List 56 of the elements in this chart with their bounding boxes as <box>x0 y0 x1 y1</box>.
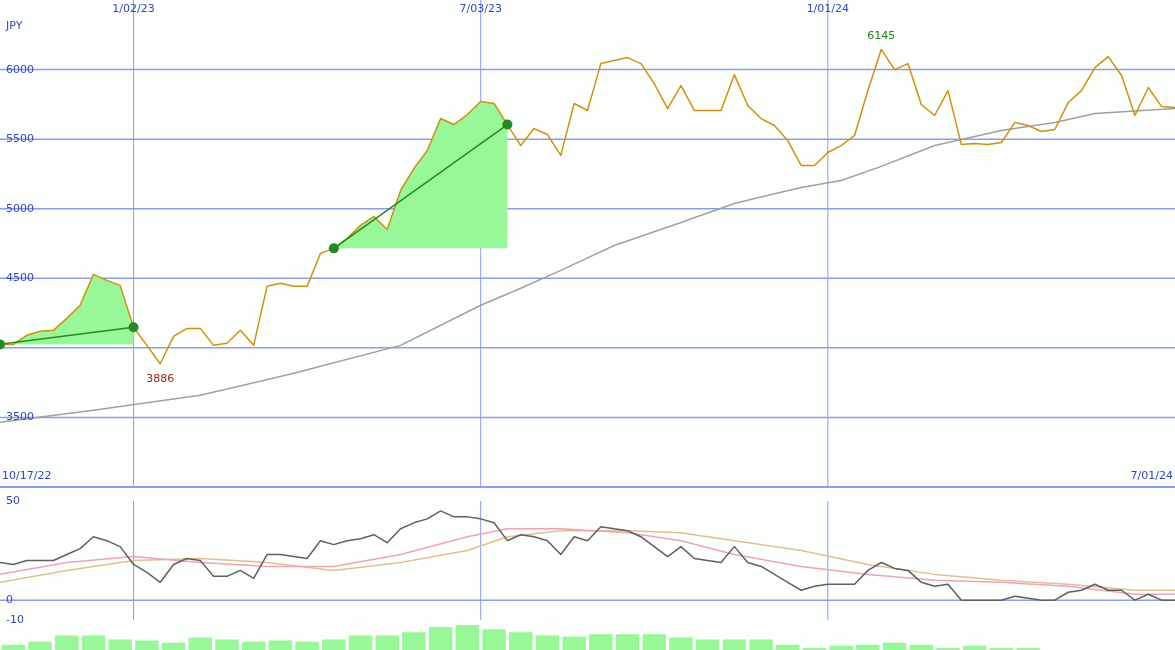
annotation: 10/17/22 <box>2 469 52 482</box>
bar <box>375 635 399 650</box>
bar <box>161 642 186 650</box>
bar <box>589 634 613 650</box>
x-tick-label: 1/01/24 <box>806 2 850 15</box>
bar <box>882 642 907 650</box>
annotation: 3886 <box>146 371 175 385</box>
y-tick-label: 4500 <box>6 271 34 285</box>
bar <box>642 634 667 650</box>
point <box>502 119 513 130</box>
bar <box>482 629 506 650</box>
bar <box>108 639 132 650</box>
bar <box>535 635 560 650</box>
annotation: 6145 <box>867 29 896 43</box>
bar <box>615 634 640 650</box>
y-tick-label: 5500 <box>6 132 34 146</box>
bar <box>1 644 26 650</box>
bar <box>188 637 213 650</box>
point <box>328 243 339 254</box>
bar <box>722 639 747 650</box>
point <box>128 322 139 333</box>
bar <box>81 635 106 650</box>
x-tick-label: 1/02/23 <box>112 2 155 15</box>
bar <box>428 627 453 650</box>
bar <box>402 632 426 650</box>
bar <box>909 644 934 650</box>
bar <box>749 639 773 650</box>
line-series <box>0 107 1175 424</box>
y-tick-label: -10 <box>6 613 24 626</box>
bar <box>28 641 52 650</box>
bar <box>829 645 853 650</box>
bar <box>695 639 720 650</box>
bar <box>241 641 266 650</box>
bar <box>322 639 346 650</box>
bar <box>295 641 319 650</box>
bar <box>776 644 800 650</box>
y-axis-title: JPY <box>5 19 23 32</box>
bar <box>669 637 693 650</box>
line-series <box>0 510 1175 601</box>
y-tick-label: 6000 <box>6 62 34 76</box>
bar <box>55 635 79 650</box>
bar <box>348 635 373 650</box>
annotation: 7/01/24 <box>1130 469 1173 482</box>
bar <box>508 632 533 650</box>
bar <box>562 636 586 650</box>
y-tick-label: 50 <box>6 494 20 507</box>
bar <box>215 639 239 650</box>
bar <box>268 640 293 650</box>
bar <box>962 645 987 650</box>
bar <box>455 625 480 650</box>
bar <box>135 640 159 650</box>
x-tick-label: 7/03/23 <box>459 2 502 15</box>
y-tick-label: 0 <box>6 593 13 607</box>
bar <box>856 644 880 650</box>
y-tick-label: 3500 <box>6 410 34 424</box>
y-tick-label: 5000 <box>6 201 34 215</box>
